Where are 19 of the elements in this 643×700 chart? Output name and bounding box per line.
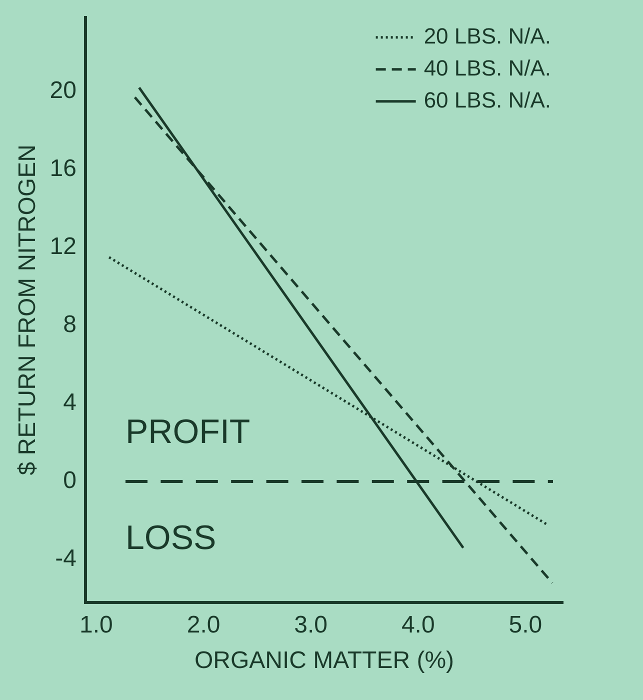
x-tick-label: 2.0 (186, 611, 220, 638)
x-tick-label: 4.0 (401, 611, 435, 638)
legend-label: 60 LBS. N/A. (424, 87, 552, 112)
annotation: LOSS (125, 518, 216, 557)
y-tick-label: -4 (55, 545, 76, 572)
y-tick-label: 20 (50, 77, 76, 104)
y-tick-label: 8 (63, 311, 76, 338)
x-tick-label: 3.0 (294, 611, 328, 638)
y-tick-label: 16 (50, 155, 76, 182)
legend-label: 40 LBS. N/A. (424, 55, 552, 80)
annotation: PROFIT (125, 412, 250, 451)
x-tick-label: 1.0 (80, 611, 113, 638)
x-axis-title: ORGANIC MATTER (%) (194, 647, 454, 674)
x-tick-label: 5.0 (508, 611, 542, 638)
y-axis-title: $ RETURN FROM NITROGEN (14, 144, 42, 476)
y-tick-label: 0 (63, 467, 76, 494)
y-tick-label: 4 (63, 389, 76, 416)
y-tick-label: 12 (50, 233, 76, 260)
legend-label: 20 LBS. N/A. (424, 23, 552, 48)
